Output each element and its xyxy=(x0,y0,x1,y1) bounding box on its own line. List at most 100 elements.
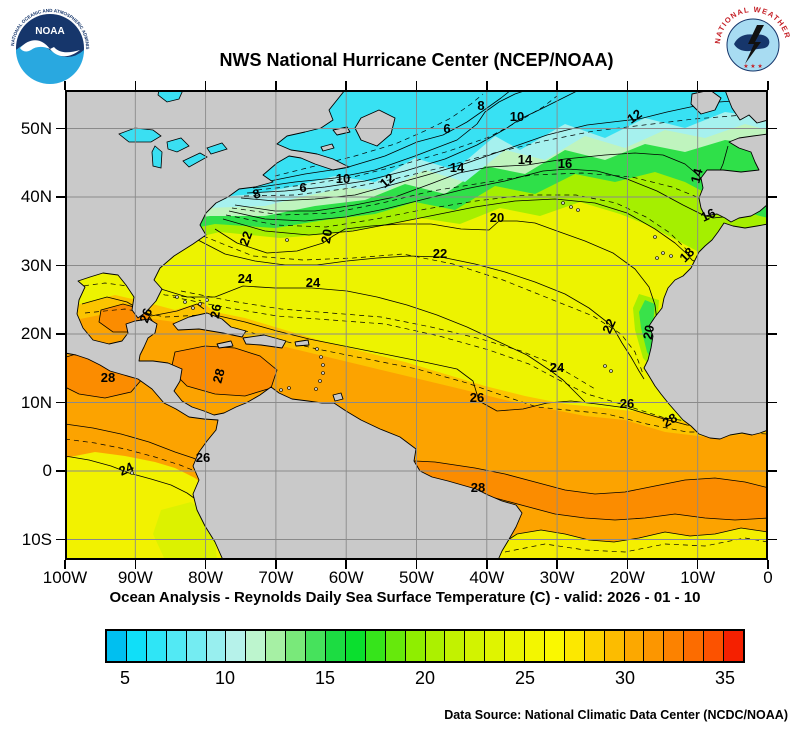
lake-michigan xyxy=(151,145,163,169)
colorbar-cell xyxy=(186,631,207,661)
colorbar-cell xyxy=(405,631,426,661)
map-border xyxy=(65,90,768,560)
graticule xyxy=(65,90,768,560)
colorbar-cell xyxy=(564,631,585,661)
axis-tick xyxy=(204,560,207,569)
contour-label: 10 xyxy=(336,171,350,186)
axis-tick xyxy=(556,560,558,569)
contour-label: 20 xyxy=(490,210,504,225)
colorbar-tick-label: 5 xyxy=(119,668,131,688)
contour-label: 14 xyxy=(688,166,706,185)
lat-label: 20N xyxy=(20,324,52,343)
lat-label: 50N xyxy=(20,118,52,138)
nws-logo: NATIONAL WEATHER SERVICE ★ ★ ★ xyxy=(713,5,793,85)
colorbar-cell xyxy=(525,631,545,661)
lon-label: 70W xyxy=(258,568,294,587)
colorbar-tick-label: 30 xyxy=(614,668,636,688)
axis-tick xyxy=(767,81,769,90)
lon-label: 0 xyxy=(763,568,773,587)
contour-label: 20 xyxy=(640,324,657,341)
axis-tick xyxy=(56,196,65,198)
axis-tick xyxy=(56,538,65,541)
contour-label: 22 xyxy=(433,246,447,261)
axis-tick xyxy=(768,538,777,541)
noaa-gull-icon xyxy=(20,40,80,57)
nws-stars-icon: ★ ★ ★ xyxy=(743,63,762,70)
contour-label: 26 xyxy=(196,450,210,465)
colorbar-cell xyxy=(624,631,645,661)
lon-label: 80W xyxy=(188,568,224,587)
lon-label: 90W xyxy=(117,568,153,587)
axis-tick xyxy=(56,470,65,472)
lake-huron xyxy=(166,137,190,153)
colorbar-cell xyxy=(107,631,127,661)
colorbar-cell xyxy=(286,631,307,661)
france-iberia xyxy=(698,133,769,223)
colorbar-cell xyxy=(485,631,506,661)
colorbar-cell xyxy=(465,631,486,661)
contour-label: 8 xyxy=(250,185,262,202)
axis-tick xyxy=(56,127,65,130)
land-shapes xyxy=(64,89,769,561)
contour-label: 24 xyxy=(550,360,565,375)
colorbar-cell xyxy=(146,631,167,661)
colorbar-cell xyxy=(604,631,625,661)
axis-tick xyxy=(204,81,207,90)
small-islands xyxy=(130,201,673,475)
contour-label: 28 xyxy=(660,410,680,430)
axis-tick xyxy=(768,127,777,130)
contour-label: 12 xyxy=(624,106,644,127)
page-title: NWS National Hurricane Center (NCEP/NOAA… xyxy=(219,50,614,70)
noaa-logo: NATIONAL OCEANIC AND ATMOSPHERIC ADMINIS… xyxy=(8,6,91,89)
axis-tick xyxy=(134,560,137,569)
colorbar-cell xyxy=(365,631,386,661)
colorbar-cell xyxy=(544,631,565,661)
axis-tick xyxy=(275,81,277,90)
contour-label: 26 xyxy=(620,396,634,411)
axis-tick xyxy=(768,470,777,472)
axis-tick xyxy=(56,401,65,404)
axis-tick xyxy=(626,560,629,569)
axis-tick xyxy=(696,81,699,90)
axis-tick xyxy=(768,196,777,198)
colorbar-cell xyxy=(166,631,187,661)
colorbar-cell xyxy=(345,631,366,661)
newfoundland xyxy=(354,109,396,147)
contour-label: 14 xyxy=(450,160,465,175)
puerto-rico xyxy=(294,339,310,347)
lon-label: 100W xyxy=(42,568,88,587)
lon-label: 50W xyxy=(399,568,434,587)
axis-tick xyxy=(486,560,488,569)
colorbar-tick-label: 20 xyxy=(414,668,436,688)
lake-ontario xyxy=(206,142,228,155)
lat-label: 30N xyxy=(20,255,52,275)
lon-label: 40W xyxy=(469,568,505,587)
axis-tick xyxy=(696,560,699,569)
axis-tick xyxy=(556,81,558,90)
colorbar-cell xyxy=(266,631,287,661)
axis-tick xyxy=(345,81,347,90)
lat-label: 0 xyxy=(42,461,52,480)
contour-label: 10 xyxy=(510,109,524,124)
colorbar-cell xyxy=(644,631,665,661)
map-area: 6 8 10 12 12 14 14 14 16 16 18 6 8 10 20 20 20 22 22 22 24 24… xyxy=(62,89,770,561)
temperature-colorbar xyxy=(105,629,745,663)
colorbar-tick-label: 10 xyxy=(214,668,236,688)
lon-label: 20W xyxy=(609,568,645,587)
hispaniola xyxy=(242,334,287,349)
axis-tick xyxy=(767,560,769,569)
contour-label: 20 xyxy=(318,228,335,245)
contour-label: 8 xyxy=(477,98,484,113)
contour-label: 26 xyxy=(207,303,224,320)
contour-label: 6 xyxy=(443,121,450,136)
jamaica xyxy=(216,340,234,349)
axis-tick xyxy=(64,81,66,90)
contour-label: 16 xyxy=(698,205,717,225)
axis-tick xyxy=(64,560,66,569)
colorbar-cell xyxy=(425,631,446,661)
lon-label: 10W xyxy=(680,568,716,587)
colorbar-cell xyxy=(584,631,605,661)
colorbar-cell xyxy=(385,631,406,661)
axis-tick xyxy=(415,81,418,90)
